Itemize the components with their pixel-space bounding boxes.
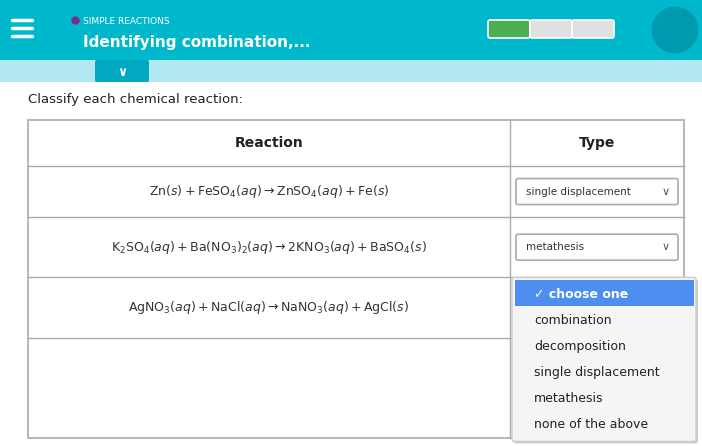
- Text: Classify each chemical reaction:: Classify each chemical reaction:: [28, 94, 243, 107]
- Text: ∨: ∨: [662, 242, 670, 252]
- FancyBboxPatch shape: [516, 234, 678, 260]
- Bar: [0, 82, 702, 446]
- FancyBboxPatch shape: [488, 20, 530, 38]
- Circle shape: [653, 8, 697, 52]
- Text: none of the above: none of the above: [534, 418, 648, 431]
- Text: Identifying combination,...: Identifying combination,...: [83, 34, 310, 50]
- Bar: [0, 0, 702, 60]
- FancyBboxPatch shape: [572, 20, 614, 38]
- FancyBboxPatch shape: [516, 178, 678, 205]
- Text: SIMPLE REACTIONS: SIMPLE REACTIONS: [83, 17, 170, 25]
- Text: single displacement: single displacement: [526, 186, 631, 197]
- FancyBboxPatch shape: [530, 20, 572, 38]
- Text: ✓ choose one: ✓ choose one: [534, 288, 628, 301]
- Bar: [515, 281, 694, 306]
- Text: Reaction: Reaction: [234, 136, 303, 150]
- Text: $\mathrm{AgNO_3}(aq) + \mathrm{NaCl}(aq) \rightarrow \mathrm{NaNO_3}(aq) + \math: $\mathrm{AgNO_3}(aq) + \mathrm{NaCl}(aq)…: [128, 299, 409, 316]
- Text: ∨: ∨: [662, 186, 670, 197]
- Text: $\mathrm{Zn}(s) + \mathrm{FeSO_4}(aq) \rightarrow \mathrm{ZnSO_4}(aq) + \mathrm{: $\mathrm{Zn}(s) + \mathrm{FeSO_4}(aq) \r…: [149, 183, 390, 200]
- Text: combination: combination: [534, 314, 611, 327]
- Text: single displacement: single displacement: [534, 366, 660, 379]
- Text: decomposition: decomposition: [534, 340, 626, 353]
- FancyBboxPatch shape: [95, 60, 149, 82]
- Bar: [0, 60, 702, 82]
- Text: metathesis: metathesis: [534, 392, 604, 405]
- Text: $\mathrm{K_2SO_4}(aq) + \mathrm{Ba(NO_3)_2}(aq) \rightarrow 2\mathrm{KNO_3}(aq) : $\mathrm{K_2SO_4}(aq) + \mathrm{Ba(NO_3)…: [111, 239, 427, 256]
- Text: metathesis: metathesis: [526, 242, 584, 252]
- FancyBboxPatch shape: [514, 279, 698, 443]
- Text: Type: Type: [579, 136, 615, 150]
- Text: ∨: ∨: [117, 66, 127, 78]
- Bar: [28, 120, 684, 438]
- FancyBboxPatch shape: [512, 277, 696, 442]
